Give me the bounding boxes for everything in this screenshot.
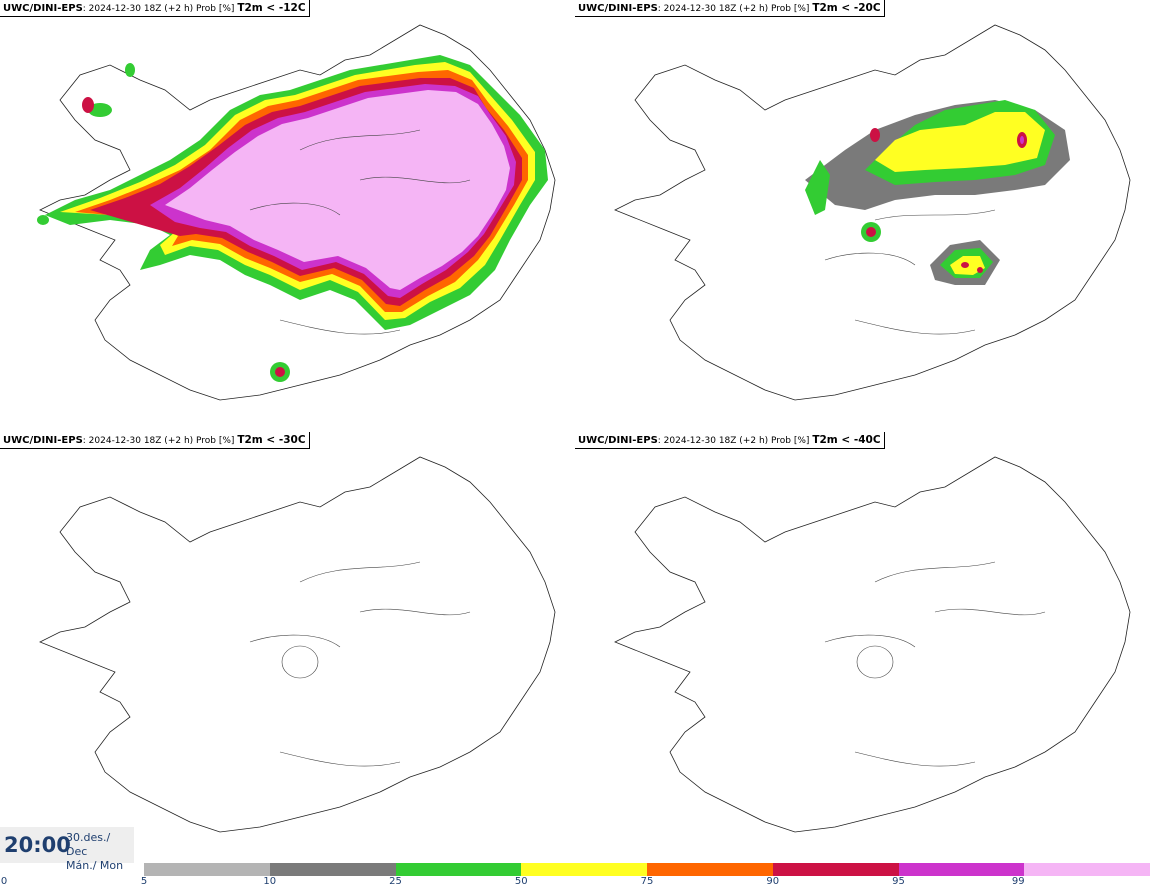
probability-map [39,456,556,833]
run-info: : 2024-12-30 18Z (+2 h) Prob [%] [657,4,810,14]
probability-map [37,24,556,401]
probability-colorbar [144,863,1150,876]
probability-fill [37,55,548,382]
valid-date-line1: 30.des./ Dec [66,831,111,858]
model-name: UWC/DINI-EPS [578,3,658,14]
iceland-outline [39,24,556,401]
threshold-label: T2m < -20C [812,2,881,14]
colorbar-segment [772,863,899,876]
inland-contours [824,209,996,335]
model-name: UWC/DINI-EPS [3,3,83,14]
colorbar-tick-label: 95 [892,876,905,887]
panel-title: UWC/DINI-EPS: 2024-12-30 18Z (+2 h) Prob… [575,0,885,17]
threshold-label: T2m < -30C [237,434,306,446]
colorbar-segment [898,863,1025,876]
colorbar-tick-label: 25 [389,876,402,887]
run-info: : 2024-12-30 18Z (+2 h) Prob [%] [82,436,235,446]
colorbar-tick-label: 99 [1011,876,1025,887]
probability-map [614,24,1131,401]
model-name: UWC/DINI-EPS [3,435,83,446]
inland-contours [824,561,1046,767]
valid-date-line2: Mán./ Mon [66,859,124,872]
colorbar-segment [395,863,522,876]
threshold-label: T2m < -12C [237,2,306,14]
run-info: : 2024-12-30 18Z (+2 h) Prob [%] [657,436,810,446]
colorbar-tick-label: 90 [766,876,780,887]
map-panel-minus40: UWC/DINI-EPS: 2024-12-30 18Z (+2 h) Prob… [575,432,1150,862]
panel-title: UWC/DINI-EPS: 2024-12-30 18Z (+2 h) Prob… [0,0,310,17]
panel-title: UWC/DINI-EPS: 2024-12-30 18Z (+2 h) Prob… [575,432,885,449]
valid-date: 30.des./ Dec Mán./ Mon [66,831,134,873]
model-name: UWC/DINI-EPS [578,435,658,446]
colorbar-tick-label: 10 [263,876,277,887]
colorbar-segment [521,863,648,876]
inland-contours [249,129,471,335]
panel-title: UWC/DINI-EPS: 2024-12-30 18Z (+2 h) Prob… [0,432,310,449]
map-panel-minus30: UWC/DINI-EPS: 2024-12-30 18Z (+2 h) Prob… [0,432,575,862]
iceland-outline [614,456,1131,833]
colorbar-tick-label: 5 [140,876,148,887]
colorbar-segment [1024,863,1150,876]
probability-fill [805,100,1070,285]
colorbar-tick-label: 0 [0,876,8,887]
colorbar-segment [144,863,271,876]
iceland-outline [614,24,1131,401]
threshold-label: T2m < -40C [812,434,881,446]
valid-time-box: 20:00 30.des./ Dec Mán./ Mon [0,827,134,872]
map-panel-minus12: UWC/DINI-EPS: 2024-12-30 18Z (+2 h) Prob… [0,0,575,430]
inland-contours [249,561,471,767]
colorbar-segment [647,863,774,876]
map-panel-minus20: UWC/DINI-EPS: 2024-12-30 18Z (+2 h) Prob… [575,0,1150,430]
colorbar-tick-label: 50 [514,876,528,887]
colorbar-tick-label: 75 [640,876,654,887]
run-info: : 2024-12-30 18Z (+2 h) Prob [%] [82,4,235,14]
probability-map [614,456,1131,833]
colorbar-segment [269,863,396,876]
iceland-outline [39,456,556,833]
valid-time: 20:00 [4,833,71,857]
